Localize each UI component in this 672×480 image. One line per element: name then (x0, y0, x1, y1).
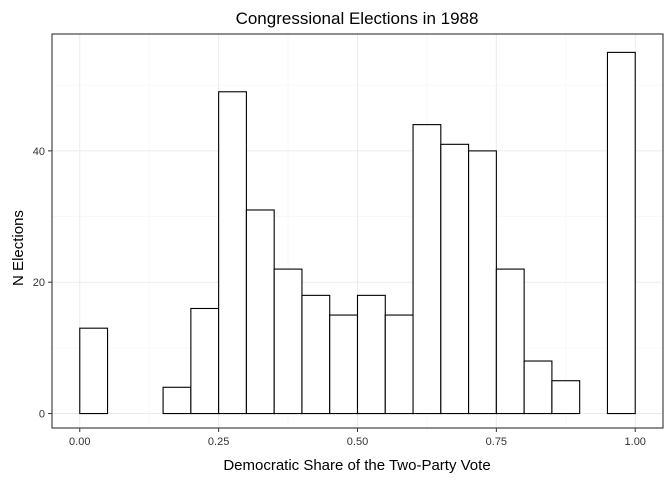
x-tick-label: 0.50 (347, 436, 368, 448)
histogram-bar (523, 360, 553, 415)
histogram-bar (301, 294, 331, 415)
histogram-bar (162, 386, 192, 415)
x-tick-label: 0.00 (69, 436, 90, 448)
y-tick-label: 20 (33, 277, 45, 289)
x-tick-label: 0.75 (486, 436, 507, 448)
x-tick-label: 0.25 (208, 436, 229, 448)
histogram-bar (245, 209, 275, 415)
histogram-bar (440, 143, 470, 415)
x-axis: 0.00 0.25 0.50 0.75 1.00 (69, 428, 646, 448)
y-tick-label: 40 (33, 146, 45, 158)
y-axis: 0 20 40 (33, 146, 52, 421)
histogram-bar (190, 307, 220, 415)
histogram-bar (412, 124, 442, 415)
bars (79, 51, 636, 415)
y-axis-title: N Elections (10, 210, 27, 286)
histogram-bar (495, 268, 525, 415)
histogram-bar (356, 294, 386, 415)
histogram-bar (79, 327, 109, 415)
x-tick-label: 1.00 (625, 436, 646, 448)
histogram-bar (218, 91, 247, 415)
histogram-bar (551, 380, 581, 415)
histogram-bar (384, 314, 414, 415)
chart-title: Congressional Elections in 1988 (236, 9, 479, 28)
y-tick-label: 0 (39, 409, 45, 421)
x-axis-title: Democratic Share of the Two-Party Vote (223, 457, 490, 474)
histogram-bar (329, 314, 359, 415)
histogram-bar (468, 150, 497, 415)
histogram-bar (273, 268, 303, 415)
histogram-bar (606, 51, 636, 415)
